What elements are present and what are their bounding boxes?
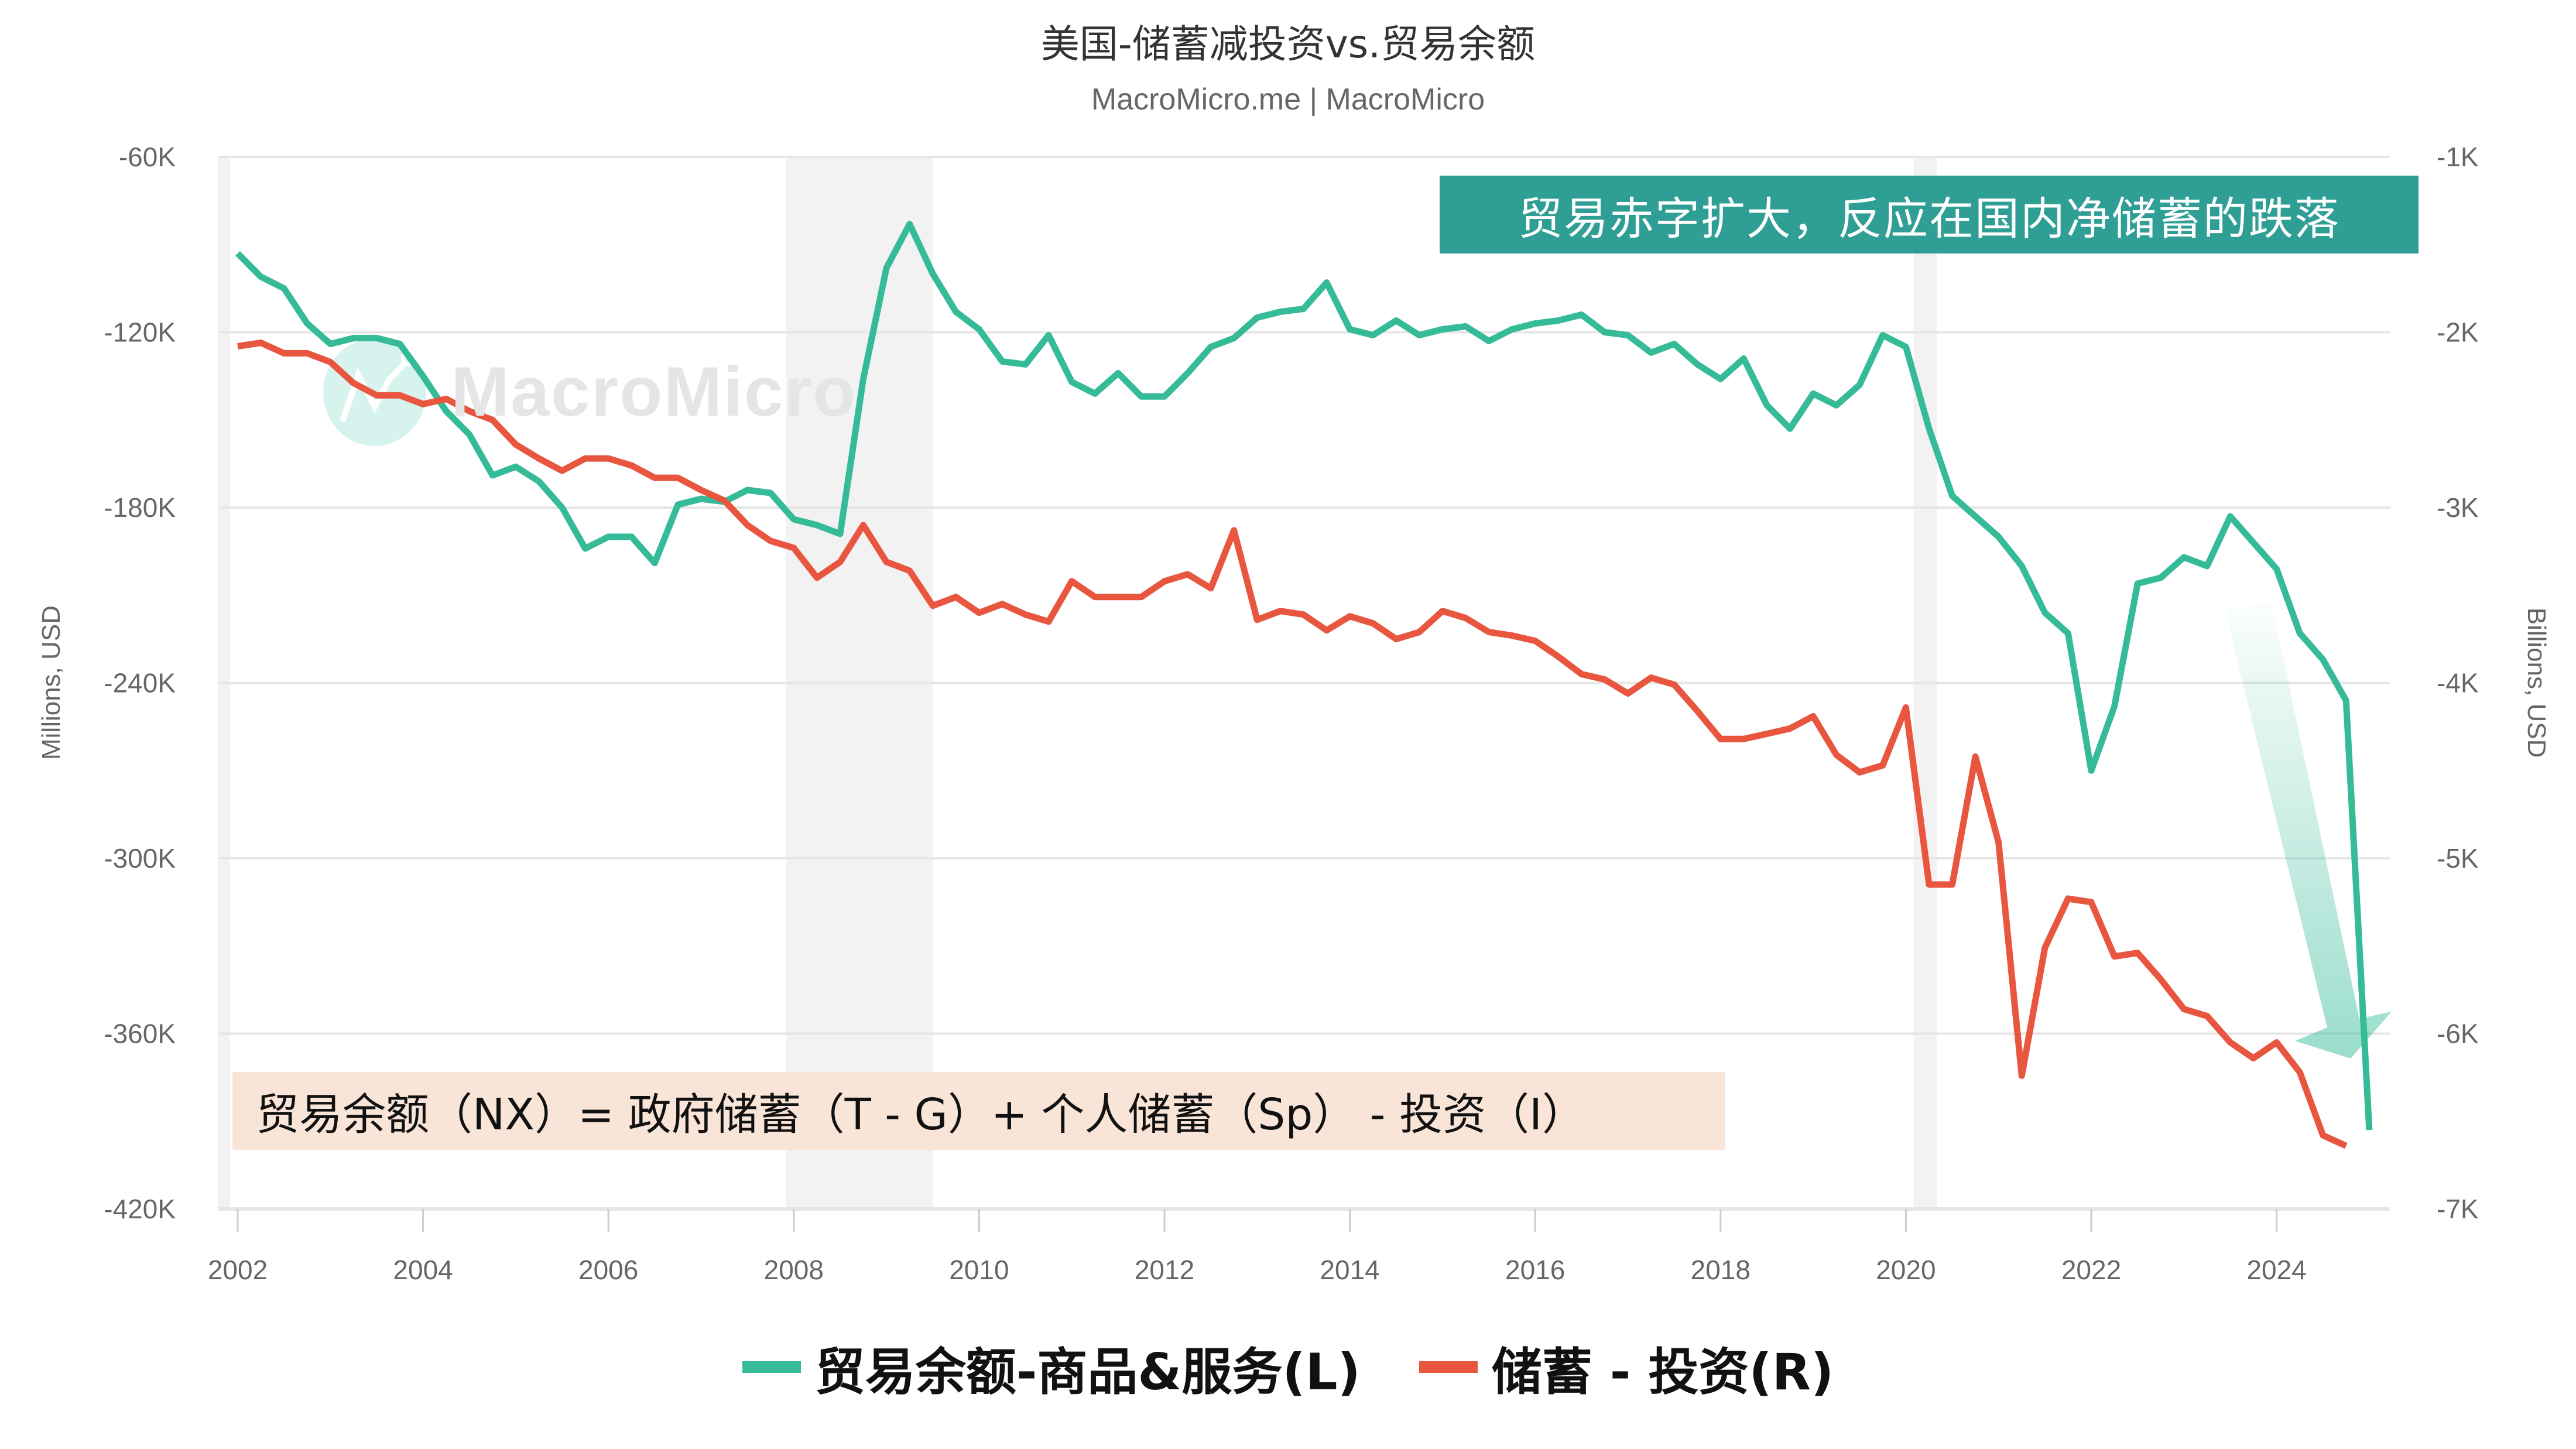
trend-arrow-icon xyxy=(2225,603,2392,1059)
chart-subtitle: MacroMicro.me | MacroMicro xyxy=(1091,83,1485,117)
svg-text:2024: 2024 xyxy=(2246,1255,2306,1285)
y-axis-right: -1K -2K -3K -4K -5K -6K -7K xyxy=(2437,142,2479,1224)
svg-text:2020: 2020 xyxy=(1876,1255,1936,1285)
y-axis-left-title: Millions, USD xyxy=(37,605,66,760)
svg-text:-5K: -5K xyxy=(2437,843,2479,873)
legend-label: 储蓄 - 投资(R) xyxy=(1491,1342,1834,1402)
svg-text:-240K: -240K xyxy=(104,668,176,698)
svg-text:2008: 2008 xyxy=(764,1255,824,1285)
svg-text:-120K: -120K xyxy=(104,317,176,348)
svg-text:2014: 2014 xyxy=(1320,1255,1379,1285)
svg-text:-4K: -4K xyxy=(2437,668,2479,698)
gridlines xyxy=(218,156,2390,1211)
legend-swatch-teal-icon xyxy=(742,1361,801,1373)
series-trade-balance-line xyxy=(235,221,2373,1131)
svg-text:2010: 2010 xyxy=(949,1255,1009,1285)
svg-text:-3K: -3K xyxy=(2437,492,2479,523)
legend: 贸易余额-商品&服务(L) 储蓄 - 投资(R) xyxy=(0,1329,2576,1405)
legend-label: 贸易余额-商品&服务(L) xyxy=(814,1342,1361,1402)
legend-swatch-red-icon xyxy=(1419,1361,1478,1373)
svg-text:2018: 2018 xyxy=(1691,1255,1751,1285)
legend-item-trade-balance[interactable]: 贸易余额-商品&服务(L) xyxy=(742,1331,1361,1404)
svg-text:-2K: -2K xyxy=(2437,317,2479,348)
svg-text:-420K: -420K xyxy=(104,1194,176,1224)
svg-text:-300K: -300K xyxy=(104,843,176,873)
chart-title: 美国-储蓄减投资vs.贸易余额 xyxy=(1040,22,1536,67)
svg-text:2006: 2006 xyxy=(578,1255,638,1285)
svg-text:-360K: -360K xyxy=(104,1019,176,1049)
y-axis-left: -60K -120K -180K -240K -300K -360K -420K xyxy=(104,142,176,1224)
svg-text:2022: 2022 xyxy=(2061,1255,2121,1285)
svg-text:2002: 2002 xyxy=(208,1255,268,1285)
svg-text:-1K: -1K xyxy=(2437,142,2479,172)
svg-text:-180K: -180K xyxy=(104,492,176,523)
y-axis-right-title: Billions, USD xyxy=(2522,608,2551,758)
svg-text:-6K: -6K xyxy=(2437,1019,2479,1049)
watermark-text: MacroMicro xyxy=(451,352,857,431)
annotation-formula: 贸易余额（NX）= 政府储蓄（T - G）+ 个人储蓄（Sp） - 投资（I） xyxy=(232,1072,1725,1150)
svg-text:2016: 2016 xyxy=(1505,1255,1565,1285)
svg-text:-60K: -60K xyxy=(119,142,176,172)
annotation-trade-deficit: 贸易赤字扩大，反应在国内净储蓄的跌落 xyxy=(1440,176,2419,254)
legend-item-saving-investment[interactable]: 储蓄 - 投资(R) xyxy=(1419,1331,1834,1404)
svg-text:-7K: -7K xyxy=(2437,1194,2479,1224)
svg-text:2004: 2004 xyxy=(393,1255,453,1285)
series-saving-minus-investment-line xyxy=(237,340,2348,1149)
x-axis: 2002 2004 2006 2008 2010 2012 2014 2016 2018 2020… xyxy=(208,1209,2307,1285)
svg-text:2012: 2012 xyxy=(1135,1255,1194,1285)
